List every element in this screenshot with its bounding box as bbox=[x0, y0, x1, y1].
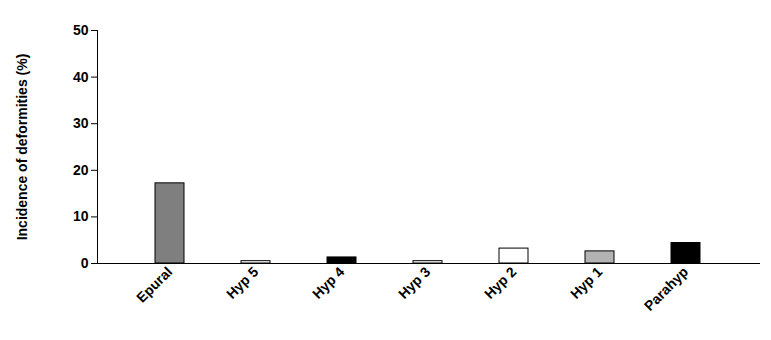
svg-text:Hyp 5: Hyp 5 bbox=[223, 263, 261, 301]
svg-text:40: 40 bbox=[73, 69, 89, 85]
svg-text:Parahyp: Parahyp bbox=[641, 263, 691, 313]
svg-text:0: 0 bbox=[81, 255, 89, 271]
svg-text:Hyp 4: Hyp 4 bbox=[309, 263, 347, 301]
svg-text:10: 10 bbox=[73, 208, 89, 224]
svg-text:50: 50 bbox=[73, 22, 89, 38]
svg-text:30: 30 bbox=[73, 115, 89, 131]
svg-text:Hyp 2: Hyp 2 bbox=[481, 263, 519, 301]
svg-text:Epural: Epural bbox=[133, 263, 175, 305]
svg-text:Hyp 3: Hyp 3 bbox=[395, 263, 433, 301]
svg-text:20: 20 bbox=[73, 162, 89, 178]
svg-text:Hyp 1: Hyp 1 bbox=[567, 263, 605, 301]
svg-text:Incidence of deformities (%): Incidence of deformities (%) bbox=[14, 54, 30, 241]
